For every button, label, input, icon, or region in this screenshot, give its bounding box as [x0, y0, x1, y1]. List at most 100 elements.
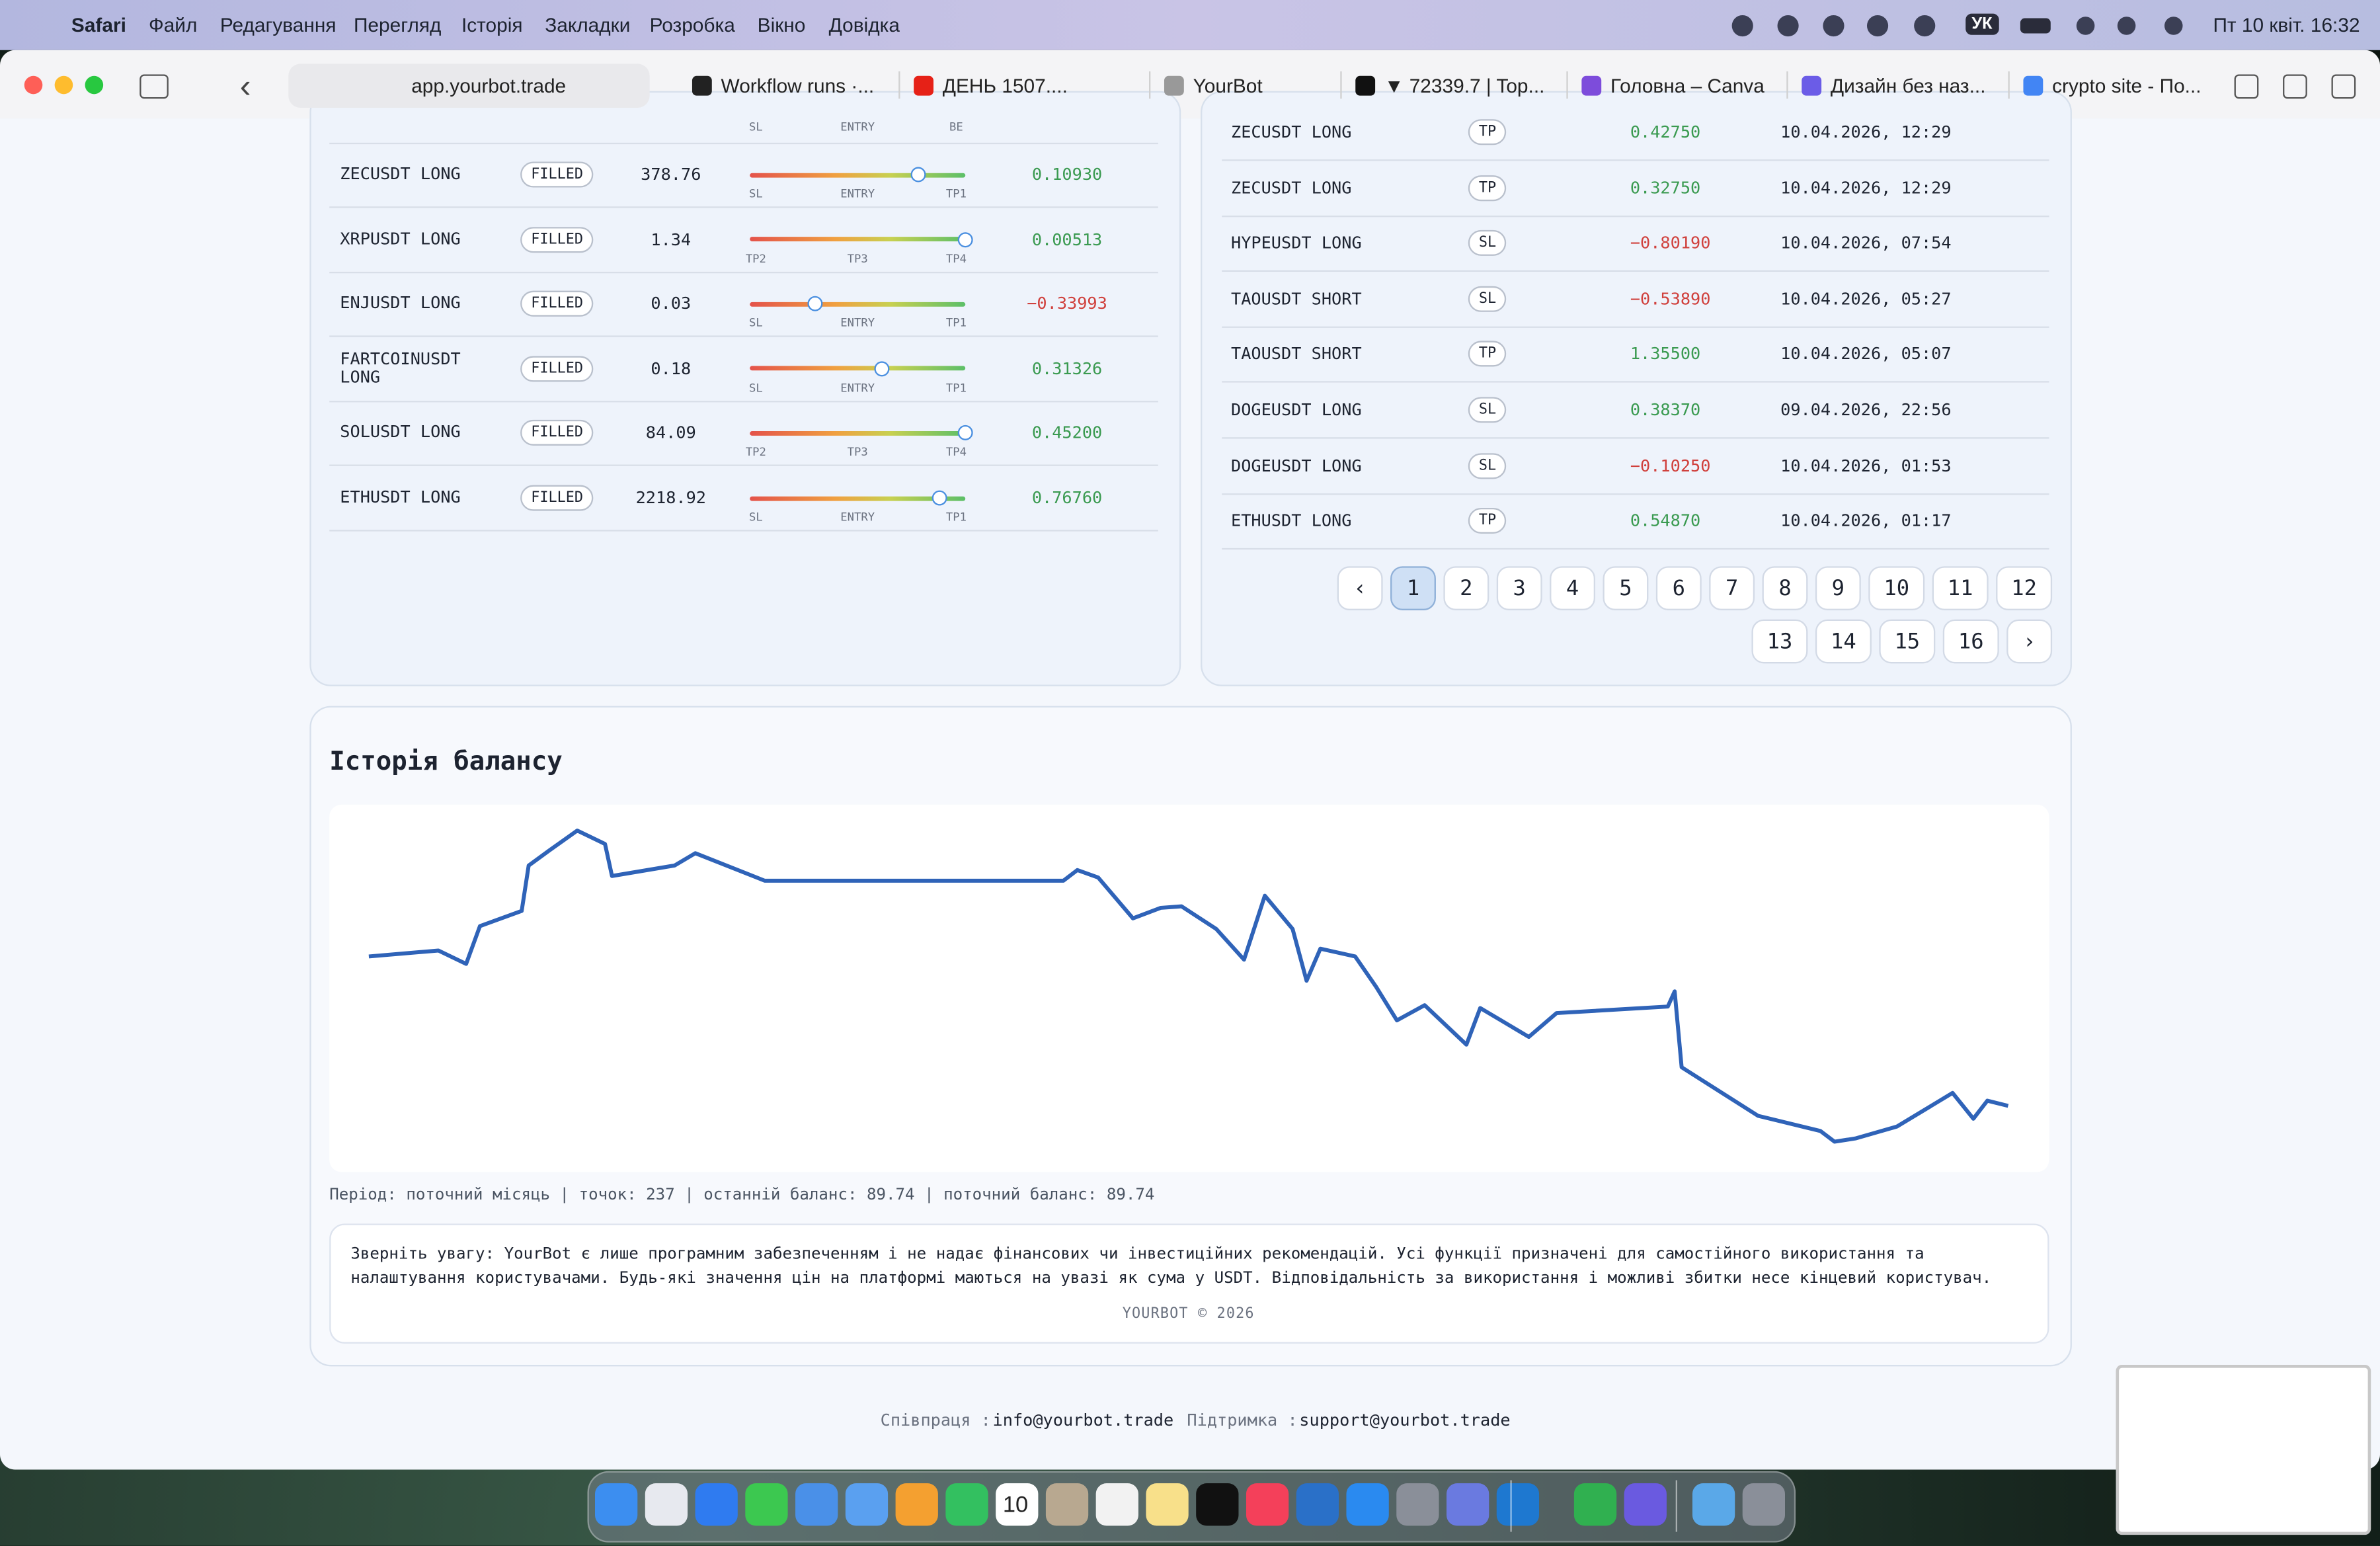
menu-item[interactable]: Перегляд	[353, 13, 442, 37]
status-icon[interactable]	[2164, 17, 2183, 35]
dock-icon[interactable]	[1573, 1483, 1617, 1526]
address[interactable]: app.yourbot.trade	[411, 74, 567, 97]
back-button[interactable]: ‹	[239, 67, 251, 105]
dock-icon[interactable]	[895, 1483, 938, 1526]
toolbar-button[interactable]	[2234, 74, 2259, 99]
dock-icon[interactable]	[1346, 1483, 1389, 1526]
dock-icon[interactable]	[1095, 1483, 1138, 1526]
menu-item[interactable]: Файл	[149, 13, 198, 37]
toolbar-button[interactable]	[2331, 74, 2356, 99]
status-icon[interactable]	[1823, 15, 1844, 37]
progress-marker	[807, 296, 822, 312]
active-tab	[1142, 63, 1306, 108]
menu-item[interactable]: Довідка	[828, 13, 900, 37]
page-button[interactable]: ‹	[1337, 566, 1383, 610]
tab-separator	[1149, 71, 1151, 99]
dock-icon[interactable]	[795, 1483, 838, 1526]
page-button[interactable]: ›	[2006, 619, 2053, 664]
footer-link[interactable]: support@yourbot.trade	[1299, 1410, 1511, 1430]
dock-icon[interactable]	[1196, 1483, 1239, 1526]
status-icon[interactable]	[1914, 15, 1936, 37]
tab[interactable]: ▼ 72339.7 | Top...	[1384, 74, 1545, 97]
status-icon[interactable]	[1731, 15, 1753, 37]
dock-icon[interactable]	[1146, 1483, 1189, 1526]
page-button[interactable]: 15	[1879, 619, 1936, 664]
dock-icon[interactable]	[1496, 1483, 1540, 1526]
sidebar-button[interactable]	[139, 74, 169, 99]
window-button[interactable]	[24, 75, 43, 95]
dock-divider	[1510, 1480, 1512, 1532]
menu-item[interactable]: Історія	[461, 13, 523, 37]
tab[interactable]: Головна – Canva	[1610, 74, 1765, 97]
dock-icon[interactable]	[1296, 1483, 1339, 1526]
tab-icon[interactable]	[2023, 75, 2043, 96]
clock[interactable]: Пт 10 квіт. 16:32	[2213, 13, 2360, 37]
trade-symbol: DOGEUSDT LONG	[1230, 399, 1362, 420]
status-icon[interactable]	[2076, 17, 2095, 35]
tab-icon[interactable]	[1164, 75, 1184, 96]
trade-time: 10.04.2026, 05:27	[1780, 288, 1952, 309]
menu-item[interactable]: Редагування	[219, 13, 337, 37]
page-button[interactable]: 4	[1550, 566, 1596, 610]
dock-icon[interactable]	[1447, 1483, 1489, 1526]
dock-icon[interactable]	[1246, 1483, 1289, 1526]
page-button[interactable]: 5	[1603, 566, 1649, 610]
page-button[interactable]: 10	[1868, 566, 1925, 610]
status-badge: FILLED	[520, 226, 594, 253]
tab[interactable]: ДЕНЬ 1507....	[942, 74, 1068, 97]
dock-icon[interactable]	[595, 1483, 638, 1526]
page-button[interactable]: 11	[1932, 566, 1989, 610]
page-button[interactable]: 1	[1390, 566, 1436, 610]
dock-icon[interactable]	[1396, 1483, 1439, 1526]
menu-item[interactable]: Розробка	[649, 13, 735, 37]
menu-item[interactable]: Вікно	[757, 13, 806, 37]
tab-icon[interactable]	[692, 75, 712, 96]
app-menu[interactable]: Safari	[71, 13, 126, 37]
menu-item[interactable]: Закладки	[545, 13, 631, 37]
dock-icon[interactable]	[1045, 1483, 1089, 1526]
dock-icon[interactable]	[1624, 1483, 1667, 1526]
page-button[interactable]: 7	[1709, 566, 1755, 610]
tab-icon[interactable]	[914, 75, 933, 96]
trade-pnl: −0.80190	[1630, 233, 1711, 253]
disclaimer-line: Зверніть увагу: YourBot є лише програмни…	[350, 1244, 1924, 1264]
dock-icon[interactable]	[996, 1483, 1039, 1526]
toolbar-button[interactable]	[2283, 74, 2307, 99]
status-icon[interactable]	[1866, 15, 1889, 37]
tab-icon[interactable]	[1802, 75, 1822, 96]
page-button[interactable]: 12	[1996, 566, 2053, 610]
dock-icon[interactable]	[695, 1483, 738, 1526]
dock-divider	[1675, 1480, 1677, 1532]
window-button[interactable]	[85, 75, 104, 95]
page-button[interactable]: 3	[1496, 566, 1542, 610]
row-separator	[1222, 215, 2049, 217]
footer-link[interactable]: info@yourbot.trade	[992, 1410, 1174, 1430]
window-button[interactable]	[54, 75, 73, 95]
status-icon[interactable]	[1777, 15, 1799, 37]
dock-icon[interactable]	[745, 1483, 788, 1526]
dock-icon[interactable]	[645, 1483, 688, 1526]
tab[interactable]: crypto site - По...	[2052, 74, 2202, 97]
page-button[interactable]: 6	[1655, 566, 1702, 610]
dock-icon[interactable]	[1742, 1483, 1786, 1526]
battery-icon[interactable]	[2020, 18, 2051, 34]
page-button[interactable]: 14	[1815, 619, 1872, 664]
page-button[interactable]: 9	[1815, 566, 1861, 610]
tab[interactable]: Workflow runs ·...	[721, 74, 875, 97]
page-button[interactable]: 13	[1751, 619, 1808, 664]
address-field[interactable]	[288, 63, 650, 108]
status-icon[interactable]	[2117, 17, 2136, 35]
tab-icon[interactable]	[1355, 75, 1376, 96]
page-button[interactable]: 8	[1762, 566, 1808, 610]
page-button[interactable]: 2	[1443, 566, 1489, 610]
input-language[interactable]: УК	[1965, 13, 1999, 35]
tab[interactable]: YourBot	[1193, 74, 1263, 97]
dock-icon[interactable]	[845, 1483, 889, 1526]
page-button[interactable]: 16	[1942, 619, 1999, 664]
tab[interactable]: Дизайн без наз...	[1830, 74, 1986, 97]
tab-icon[interactable]	[1581, 75, 1602, 96]
entry-price: 0.18	[651, 358, 692, 379]
dock-icon[interactable]	[945, 1483, 988, 1526]
dock-icon[interactable]	[1692, 1483, 1735, 1526]
